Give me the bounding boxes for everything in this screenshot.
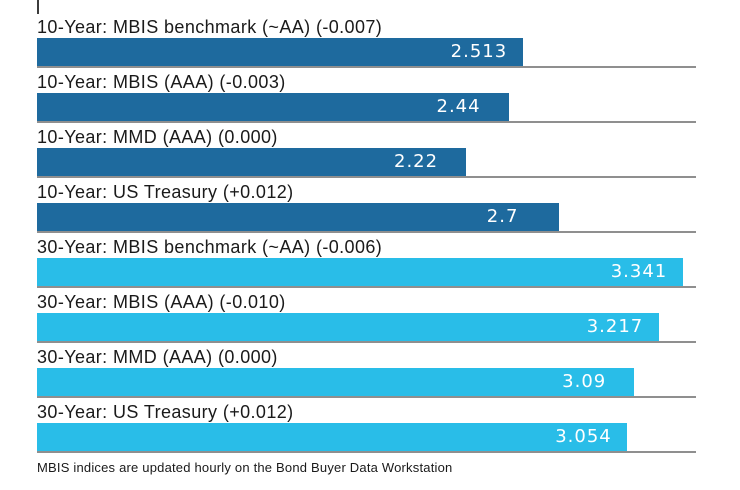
- bar-track: 2.7: [37, 203, 696, 233]
- bar-value-label: 3.09: [562, 371, 607, 392]
- bar: 3.341: [37, 258, 683, 286]
- bar-row: 10-Year: US Treasury (+0.012) 2.7: [37, 181, 696, 233]
- bar-track: 3.054: [37, 423, 696, 453]
- bar-value-label: 2.44: [436, 96, 481, 117]
- bar-value-label: 3.054: [555, 426, 612, 447]
- bar-category-label: 30-Year: MBIS (AAA) (-0.010): [37, 292, 286, 312]
- bar: 2.22: [37, 148, 466, 176]
- bar-row: 10-Year: MBIS (AAA) (-0.003) 2.44: [37, 71, 696, 123]
- bar: 2.44: [37, 93, 509, 121]
- bar-row: 30-Year: MBIS (AAA) (-0.010) 3.217: [37, 291, 696, 343]
- bar-row: 30-Year: MBIS benchmark (~AA) (-0.006) 3…: [37, 236, 696, 288]
- bar: 3.09: [37, 368, 635, 396]
- bar-category-label: 10-Year: US Treasury (+0.012): [37, 182, 294, 202]
- bar-category-label: 30-Year: US Treasury (+0.012): [37, 402, 294, 422]
- bar-row: 30-Year: MMD (AAA) (0.000) 3.09: [37, 346, 696, 398]
- bar-category-label: 30-Year: MBIS benchmark (~AA) (-0.006): [37, 237, 383, 257]
- bar-value-label: 3.217: [586, 316, 644, 337]
- bar-track: 3.341: [37, 258, 696, 288]
- bar-track: 3.217: [37, 313, 696, 343]
- bar-category-label: 30-Year: MMD (AAA) (0.000): [37, 347, 278, 367]
- bar-value-label: 2.22: [394, 151, 439, 172]
- bar-row: 10-Year: MBIS benchmark (~AA) (-0.007) 2…: [37, 16, 696, 68]
- bar-track: 2.513: [37, 38, 696, 68]
- bar-row: 10-Year: MMD (AAA) (0.000) 2.22: [37, 126, 696, 178]
- bar-value-label: 2.7: [486, 206, 519, 227]
- bar-track: 3.09: [37, 368, 696, 398]
- bar-row: 30-Year: US Treasury (+0.012) 3.054: [37, 401, 696, 453]
- axis-tick: [37, 0, 39, 14]
- bar-track: 2.22: [37, 148, 696, 178]
- bar-chart: 10-Year: MBIS benchmark (~AA) (-0.007) 2…: [37, 16, 696, 453]
- bar-category-label: 10-Year: MMD (AAA) (0.000): [37, 127, 278, 147]
- bar-value-label: 3.341: [610, 261, 668, 282]
- bar: 3.217: [37, 313, 659, 341]
- bar: 3.054: [37, 423, 628, 451]
- bar-category-label: 10-Year: MBIS (AAA) (-0.003): [37, 72, 286, 92]
- footer-note: MBIS indices are updated hourly on the B…: [37, 460, 453, 475]
- bar-value-label: 2.513: [450, 41, 508, 62]
- bar-category-label: 10-Year: MBIS benchmark (~AA) (-0.007): [37, 17, 383, 37]
- bar: 2.7: [37, 203, 559, 231]
- bar-track: 2.44: [37, 93, 696, 123]
- bar: 2.513: [37, 38, 523, 66]
